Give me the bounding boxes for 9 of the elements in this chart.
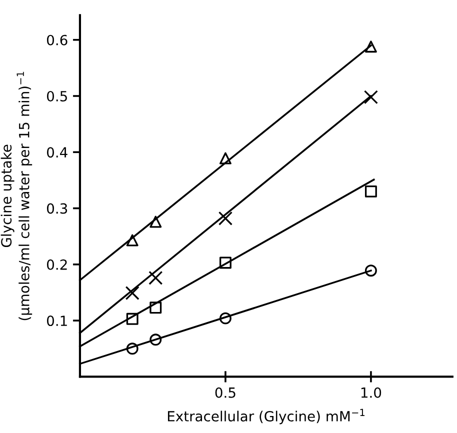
y-tick-label: 0.3 bbox=[47, 203, 68, 214]
y-tick-label: 0.1 bbox=[47, 316, 67, 326]
x-tick-label: 1.0 bbox=[361, 387, 382, 398]
y-tick-label: 0.2 bbox=[47, 259, 67, 270]
y-tick-label: 0.5 bbox=[47, 90, 67, 102]
y-axis-title: Glycine uptake (μmoles/ml cell water per 15 min)$^{−1}$ bbox=[0, 72, 32, 320]
y-tick-label: 0.4 bbox=[47, 147, 68, 158]
x-axis-title: Extracellular (Glycine) mM$^{−1}$ bbox=[168, 408, 364, 424]
y-tick-label: 0.6 bbox=[47, 34, 68, 46]
